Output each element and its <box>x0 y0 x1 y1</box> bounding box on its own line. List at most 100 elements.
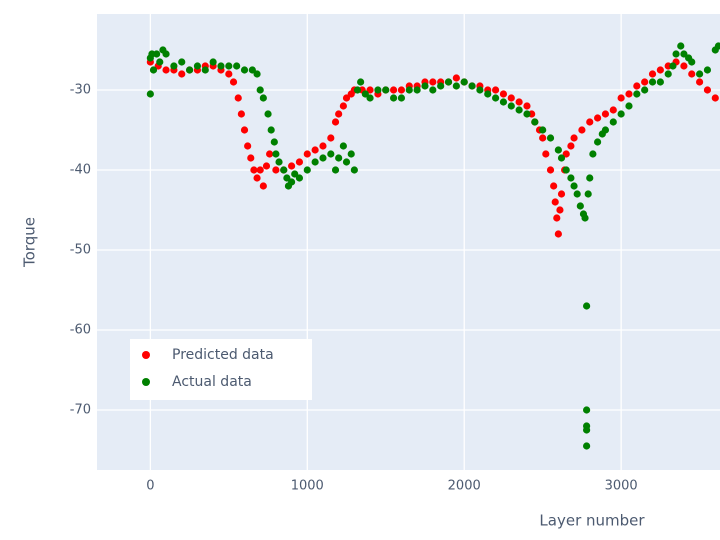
point <box>573 190 581 198</box>
point <box>366 86 374 94</box>
point <box>664 70 672 78</box>
point <box>452 74 460 82</box>
point <box>656 78 664 86</box>
point <box>680 62 688 70</box>
point <box>468 82 476 90</box>
point <box>557 190 566 198</box>
plot-area <box>97 14 720 470</box>
point <box>444 78 453 86</box>
point <box>570 182 578 190</box>
point <box>562 150 570 158</box>
x-tick-label: 2000 <box>448 479 481 494</box>
point <box>283 174 291 182</box>
point <box>347 150 355 158</box>
point <box>335 110 343 118</box>
point <box>275 158 283 166</box>
point <box>429 86 437 94</box>
point <box>201 66 209 74</box>
point <box>515 98 523 106</box>
point <box>703 86 712 94</box>
point <box>149 66 158 74</box>
point <box>389 94 398 102</box>
point <box>170 62 178 70</box>
point <box>553 214 561 222</box>
point <box>272 166 280 174</box>
point <box>225 70 233 78</box>
point <box>617 110 625 118</box>
point <box>460 78 468 86</box>
point <box>641 86 649 94</box>
point <box>656 66 664 74</box>
point <box>546 134 555 142</box>
point <box>617 94 625 102</box>
point <box>581 214 589 222</box>
point <box>240 66 249 74</box>
point <box>567 174 575 182</box>
point <box>672 50 680 58</box>
point <box>357 78 365 86</box>
point <box>303 150 311 158</box>
point <box>576 202 584 210</box>
point <box>633 90 641 98</box>
point <box>515 106 523 114</box>
point <box>601 110 610 118</box>
point <box>476 86 484 94</box>
point <box>264 110 272 118</box>
point <box>578 126 586 134</box>
point <box>550 182 558 190</box>
point <box>554 230 562 238</box>
point <box>250 166 258 174</box>
legend-marker <box>142 378 150 386</box>
point <box>229 78 238 86</box>
point <box>688 70 696 78</box>
point <box>507 94 515 102</box>
point <box>539 126 547 134</box>
point <box>421 82 429 90</box>
point <box>583 406 591 414</box>
point <box>319 142 327 150</box>
point <box>374 86 382 94</box>
point <box>331 166 340 174</box>
point <box>583 442 591 450</box>
point <box>601 126 610 134</box>
x-axis-title: Layer number <box>539 512 645 530</box>
point <box>146 90 154 98</box>
point <box>319 154 327 162</box>
point <box>711 94 719 102</box>
point <box>589 150 597 158</box>
point <box>280 166 288 174</box>
point <box>397 86 406 94</box>
point <box>331 118 340 126</box>
point <box>413 86 421 94</box>
point <box>253 174 261 182</box>
point <box>339 102 347 110</box>
point <box>546 166 555 174</box>
point <box>259 94 267 102</box>
point <box>178 70 186 78</box>
point <box>397 94 406 102</box>
point <box>584 190 592 198</box>
x-tick-label: 1000 <box>291 479 324 494</box>
point <box>253 70 261 78</box>
point <box>350 166 358 174</box>
point <box>531 118 539 126</box>
y-tick-label: -40 <box>70 163 91 178</box>
point <box>156 58 164 66</box>
point <box>233 62 241 70</box>
point <box>237 110 245 118</box>
point <box>557 154 566 162</box>
point <box>353 86 362 94</box>
point <box>366 94 374 102</box>
x-tick-label: 3000 <box>605 479 638 494</box>
point <box>562 166 570 174</box>
y-tick-label: -70 <box>70 403 91 418</box>
y-axis-title: Torque <box>21 217 39 268</box>
point <box>695 70 704 78</box>
point <box>507 102 515 110</box>
point <box>641 78 649 86</box>
point <box>556 206 564 214</box>
point <box>311 146 319 154</box>
point <box>695 78 704 86</box>
point <box>248 66 256 74</box>
point <box>714 42 720 50</box>
